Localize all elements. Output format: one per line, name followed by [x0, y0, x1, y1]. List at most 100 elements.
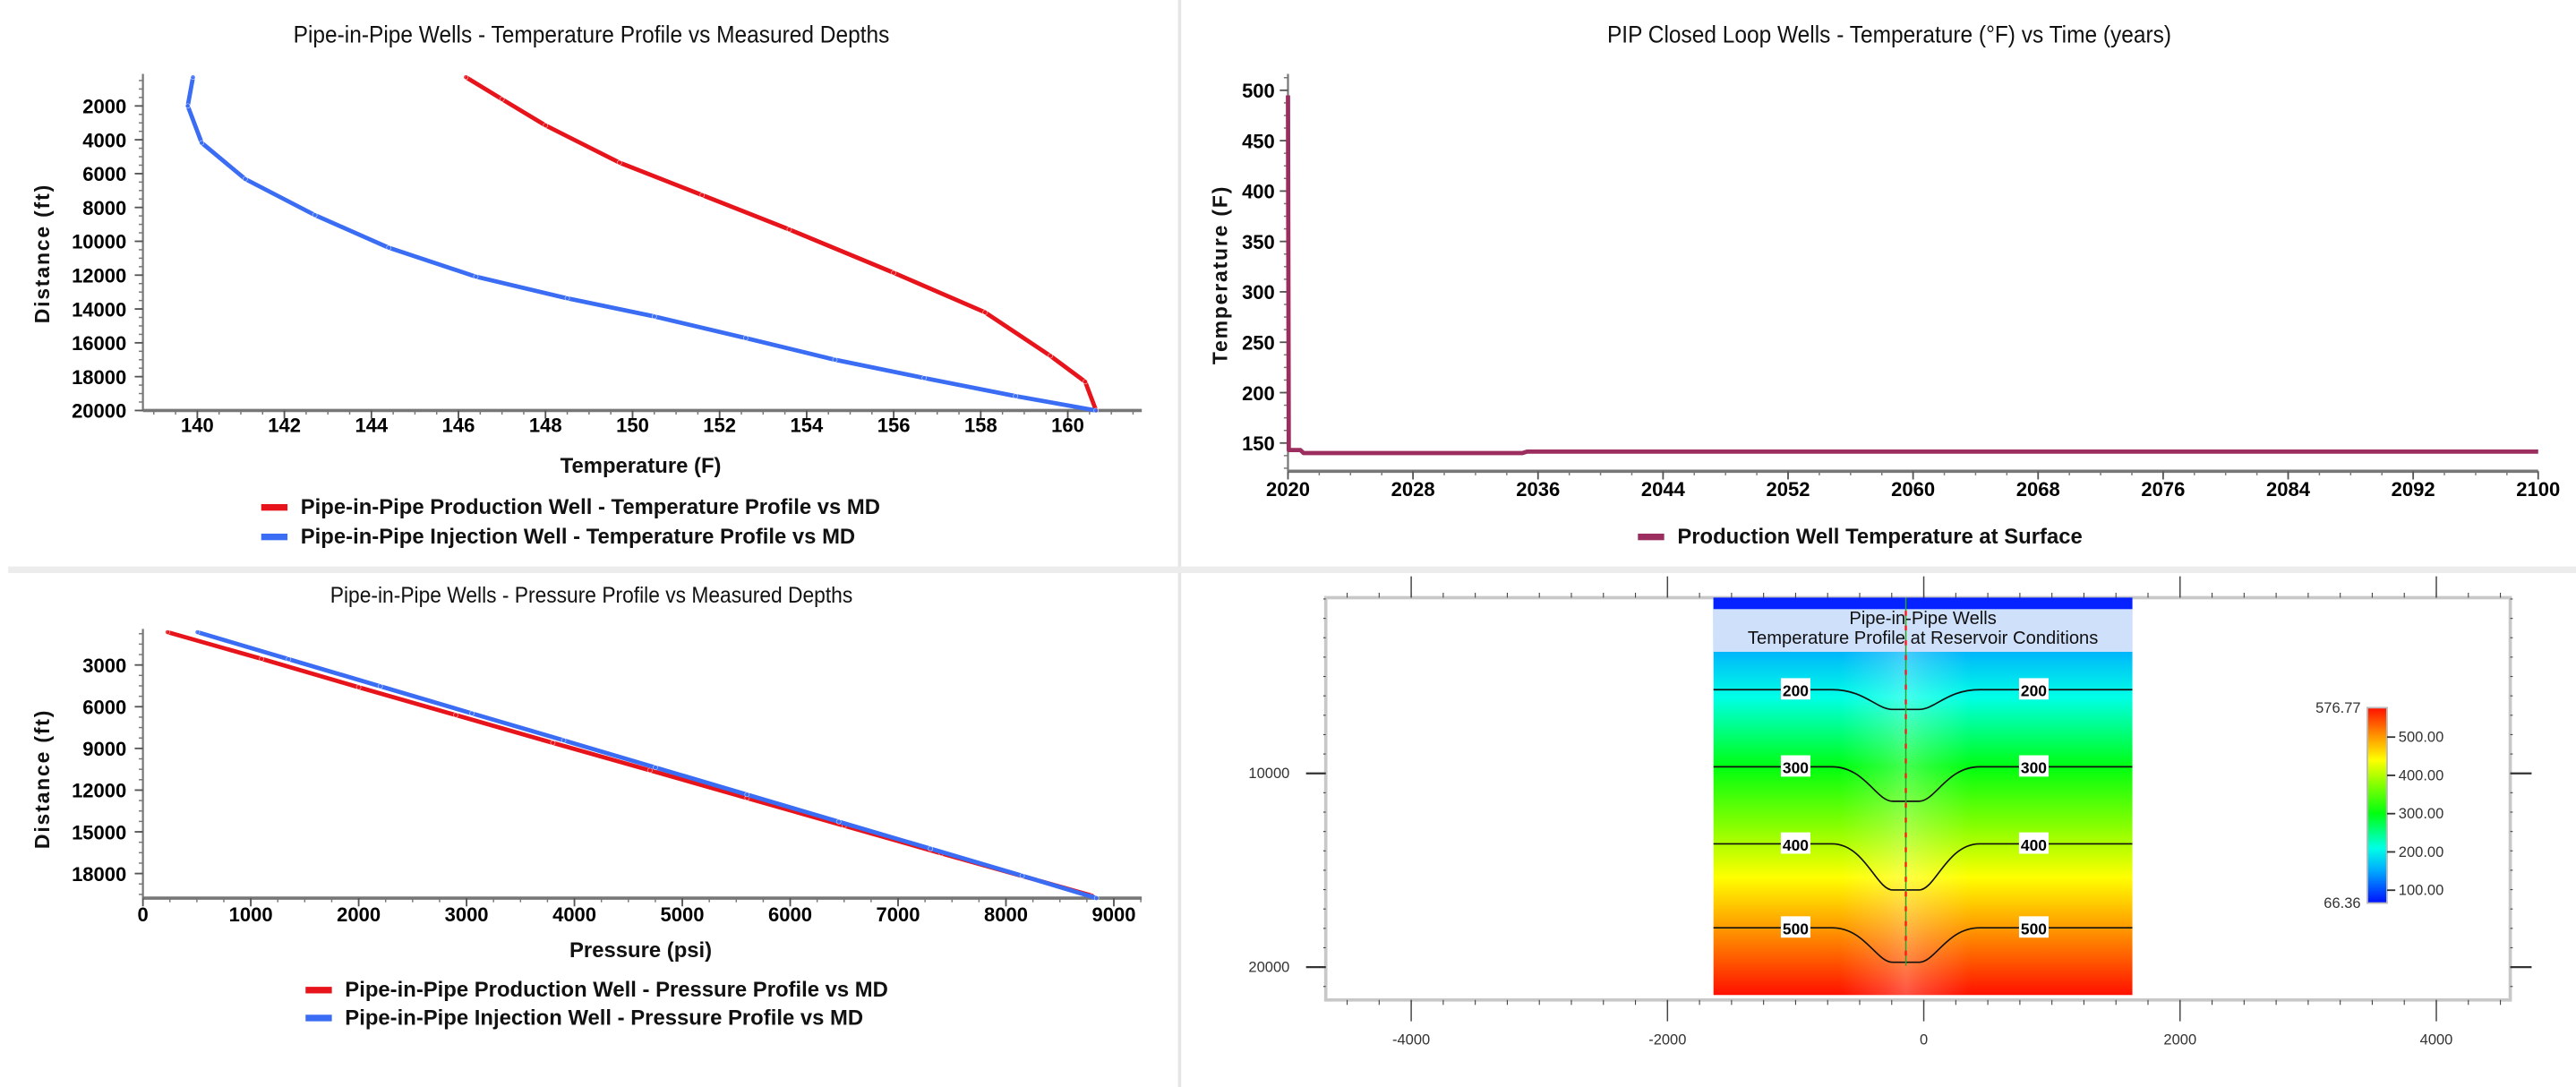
data-point [699, 193, 706, 198]
contour-label: 400 [2021, 836, 2047, 854]
x-tick-label: 2000 [2163, 1031, 2196, 1048]
x-tick-label: 5000 [661, 903, 705, 926]
legend-swatch [261, 533, 288, 540]
legend-swatch [261, 503, 288, 510]
temp-profile-title: Pipe-in-Pipe Wells - Temperature Profile… [293, 22, 890, 50]
series-line [196, 629, 1098, 901]
temp-time-title: PIP Closed Loop Wells - Temperature (°F)… [1606, 22, 2172, 50]
y-tick-label: 150 [1242, 432, 1275, 455]
data-point [165, 629, 170, 635]
y-tick-label: 2000 [82, 96, 126, 118]
x-tick-label: -2000 [1648, 1031, 1686, 1048]
data-point [832, 356, 838, 363]
y-tick-label: 200 [1242, 382, 1275, 405]
y-tick-label: 18000 [72, 863, 126, 886]
data-point [386, 244, 392, 251]
x-tick-label: 2020 [1266, 478, 1310, 501]
legend-item-surface-temp[interactable]: Production Well Temperature at Surface [1638, 524, 2083, 548]
y-tick-label: 16000 [72, 332, 126, 355]
data-point [617, 159, 622, 166]
y-tick-label: 6000 [82, 697, 126, 719]
y-tick-label: 10000 [1248, 766, 1289, 782]
temp-profile-xlabel: Temperature (F) [560, 453, 722, 478]
x-tick-label: 2076 [2141, 478, 2185, 501]
legend-label: Pipe-in-Pipe Production Well - Temperatu… [300, 493, 880, 519]
x-tick-label: 156 [877, 414, 911, 436]
x-tick-label: -4000 [1392, 1031, 1430, 1048]
colorbar-max-label: 576.77 [2315, 700, 2360, 716]
data-point [190, 74, 196, 81]
y-tick-label: 15000 [72, 821, 126, 843]
data-point [1019, 873, 1025, 878]
x-tick-label: 2068 [2016, 478, 2060, 501]
data-point [355, 684, 362, 690]
y-tick-label: 500 [1242, 80, 1275, 102]
y-tick-label: 350 [1242, 231, 1275, 253]
y-tick-label: 6000 [82, 163, 126, 185]
data-point [928, 845, 934, 852]
colorbar-tick-label: 300.00 [2399, 806, 2443, 822]
x-tick-label: 2060 [1891, 478, 1935, 501]
data-point [543, 123, 549, 128]
legend-swatch [305, 1014, 332, 1021]
y-tick-label: 450 [1242, 130, 1275, 152]
contour-label: 500 [1783, 920, 1809, 938]
heatmap-title-line-2: Temperature Profile at Reservoir Conditi… [1747, 629, 2099, 649]
y-tick-label: 10000 [72, 231, 126, 253]
contour-label: 200 [2021, 682, 2047, 700]
x-tick-label: 2052 [1767, 478, 1810, 501]
x-tick-label: 8000 [984, 903, 1028, 926]
x-tick-label: 144 [355, 414, 388, 436]
y-tick-label: 12000 [72, 265, 126, 287]
legend-item-production-temp[interactable]: Pipe-in-Pipe Production Well - Temperatu… [261, 493, 880, 519]
contour-label: 300 [1783, 759, 1809, 777]
data-point [786, 227, 792, 233]
data-point [463, 74, 469, 81]
colorbar-tick-label: 100.00 [2399, 883, 2443, 899]
data-point [835, 818, 842, 825]
x-tick-label: 154 [791, 414, 824, 436]
colorbar-tick-label: 400.00 [2399, 767, 2443, 783]
legend-label: Pipe-in-Pipe Production Well - Pressure … [345, 977, 888, 1002]
x-tick-label: 158 [964, 414, 997, 436]
heatmap-plot: -4000 -2000 0 2000 4000 10000 20000 200 200 300 30… [1248, 576, 2532, 1048]
x-tick-label: 160 [1051, 414, 1084, 436]
data-point [1048, 353, 1053, 359]
data-point [550, 740, 556, 746]
series-line [1286, 95, 2538, 456]
data-point [744, 792, 750, 798]
contour-label-bg [1780, 832, 1810, 854]
contour-label-bg [1780, 916, 1810, 938]
legend-item-injection-temp[interactable]: Pipe-in-Pipe Injection Well - Temperatur… [261, 524, 855, 548]
data-point [453, 712, 458, 718]
x-tick-label: 3000 [445, 903, 489, 926]
y-tick-label: 3000 [82, 655, 126, 677]
data-point [921, 375, 927, 381]
pressure-profile-plot: 0 1000 2000 3000 4000 5000 6000 7000 8000 9000 300… [72, 629, 1143, 926]
x-tick-label: 2036 [1516, 478, 1560, 501]
legend-item-injection-pressure[interactable]: Pipe-in-Pipe Injection Well - Pressure P… [305, 1005, 863, 1030]
pressure-profile-title: Pipe-in-Pipe Wells - Pressure Profile vs… [329, 582, 853, 608]
colorbar [2366, 706, 2388, 904]
contour-label-bg [2018, 678, 2049, 700]
y-tick-label: 12000 [72, 780, 126, 802]
legend-item-production-pressure[interactable]: Pipe-in-Pipe Production Well - Pressure … [305, 977, 888, 1002]
contour-label-bg [1780, 755, 1810, 777]
data-point [891, 270, 896, 276]
x-tick-label: 148 [529, 414, 562, 436]
y-tick-label: 20000 [1248, 960, 1289, 976]
x-tick-label: 2028 [1391, 478, 1435, 501]
x-tick-label: 152 [703, 414, 736, 436]
y-tick-label: 18000 [72, 366, 126, 389]
legend-swatch [305, 986, 332, 993]
x-tick-label: 2100 [2516, 478, 2560, 501]
y-tick-label: 4000 [82, 129, 126, 151]
x-tick-label: 6000 [768, 903, 812, 926]
temp-profile-ylabel: Distance (ft) [30, 183, 55, 324]
colorbar-min-label: 66.36 [2324, 895, 2360, 912]
data-point [564, 295, 570, 302]
x-tick-label: 9000 [1091, 903, 1135, 926]
x-tick-label: 4000 [552, 903, 596, 926]
data-point [1013, 393, 1019, 399]
